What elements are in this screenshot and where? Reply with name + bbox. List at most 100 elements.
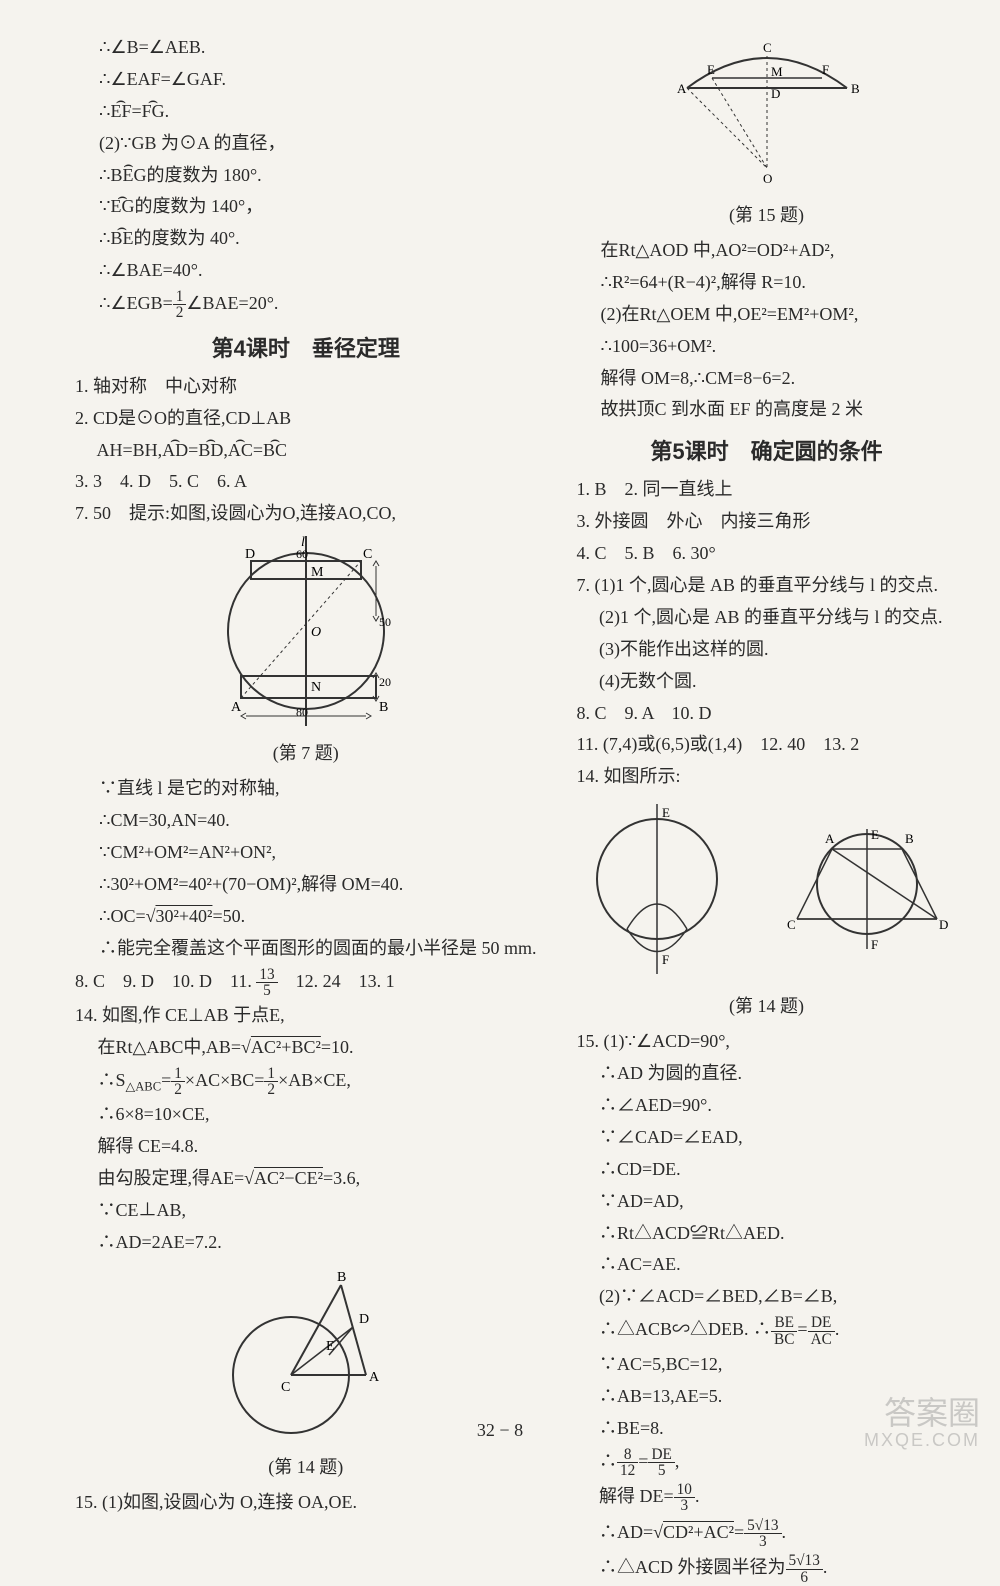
text-line: ∴能完全覆盖这个平面图形的圆面的最小半径是 50 mm. <box>75 935 537 963</box>
text-line: ∴AC=AE. <box>577 1251 957 1279</box>
svg-text:E: E <box>707 62 715 77</box>
text-line: ∴∠AED=90°. <box>577 1092 957 1120</box>
text-line: ∴CD=DE. <box>577 1156 957 1184</box>
text-line: ∴R²=64+(R−4)²,解得 R=10. <box>577 269 957 297</box>
text-line: 2. CD是⊙O的直径,CD⊥AB <box>75 405 537 433</box>
text-line: 解得 CE=4.8. <box>75 1133 537 1161</box>
s5-block-a: 1. B 2. 同一直线上 3. 外接圆 外心 内接三角形 4. C 5. B … <box>577 476 957 791</box>
text-line: ∴EF=FG. <box>75 98 537 126</box>
left-column: ∴∠B=∠AEB. ∴∠EAF=∠GAF. ∴EF=FG. (2)∵GB 为⊙A… <box>60 30 552 1370</box>
text-line: ∴AD 为圆的直径. <box>577 1060 957 1088</box>
svg-text:C: C <box>787 917 796 932</box>
figure-q15: A E C M D F B O <box>577 38 957 193</box>
text-line: ∴OC=√30²+40²=50. <box>75 903 537 931</box>
text-line: ∴AD=2AE=7.2. <box>75 1229 537 1257</box>
text-line: ∴30²+OM²=40²+(70−OM)²,解得 OM=40. <box>75 871 537 899</box>
s4-block-c: 8. C 9. D 10. D 11. 135 12. 24 13. 1 14.… <box>75 967 537 1257</box>
text-line: 8. C 9. A 10. D <box>577 700 957 728</box>
text-line: 1. 轴对称 中心对称 <box>75 373 537 401</box>
text-line: 故拱顶C 到水面 EF 的高度是 2 米 <box>577 396 957 424</box>
svg-text:80: 80 <box>296 705 308 719</box>
svg-text:B: B <box>379 700 388 715</box>
svg-text:M: M <box>311 565 324 580</box>
q7-svg: D C M O N A B l 60 50 20 80 <box>201 536 411 726</box>
svg-text:F: F <box>822 62 829 77</box>
text-line: (2)在Rt△OEM 中,OE²=EM²+OM², <box>577 301 957 329</box>
text-line: ∵AC=5,BC=12, <box>577 1351 957 1379</box>
page-columns: ∴∠B=∠AEB. ∴∠EAF=∠GAF. ∴EF=FG. (2)∵GB 为⊙A… <box>60 30 940 1370</box>
text-line: (2)1 个,圆心是 AB 的垂直平分线与 l 的交点. <box>577 604 957 632</box>
text-line: 11. (7,4)或(6,5)或(1,4) 12. 40 13. 2 <box>577 731 957 759</box>
text-line: 在Rt△ABC中,AB=√AC²+BC²=10. <box>75 1034 537 1062</box>
text-line: ∵∠CAD=∠EAD, <box>577 1124 957 1152</box>
text-line: ∴6×8=10×CE, <box>75 1101 537 1129</box>
svg-text:D: D <box>245 547 255 562</box>
section4-title: 第4课时 垂径定理 <box>75 331 537 363</box>
svg-text:D: D <box>771 86 780 101</box>
figure-q7: D C M O N A B l 60 50 20 80 <box>75 536 537 731</box>
svg-text:60: 60 <box>296 547 308 561</box>
text-line: 解得 DE=103. <box>577 1482 957 1514</box>
q14l-svg: B D E C A <box>211 1265 401 1440</box>
watermark-top: 答案圈 <box>864 1396 980 1431</box>
q15-caption: (第 15 题) <box>577 201 957 227</box>
s4-block-b: ∵直线 l 是它的对称轴, ∴CM=30,AN=40. ∵CM²+OM²=AN²… <box>75 775 537 962</box>
svg-text:E: E <box>662 805 670 820</box>
q14r-svg: E F A B C D E F <box>577 799 957 979</box>
watermark: 答案圈 MXQE.COM <box>864 1396 980 1451</box>
text-line: 14. 如图,作 CE⊥AB 于点E, <box>75 1002 537 1030</box>
text-line: ∴△ACB∽△DEB. ∴BEBC=DEAC. <box>577 1315 957 1347</box>
figure-q14-right: E F A B C D E F <box>577 799 957 984</box>
text-line: ∵直线 l 是它的对称轴, <box>75 775 537 803</box>
svg-text:C: C <box>281 1380 290 1395</box>
s5-block-b: 15. (1)∵∠ACD=90°, ∴AD 为圆的直径. ∴∠AED=90°. … <box>577 1028 957 1585</box>
svg-text:D: D <box>939 917 948 932</box>
figure-q14-left: B D E C A <box>75 1265 537 1445</box>
watermark-bottom: MXQE.COM <box>864 1431 980 1451</box>
text-line: ∴△ACD 外接圆半径为5√136. <box>577 1553 957 1585</box>
svg-text:A: A <box>231 700 242 715</box>
text-line: ∴812=DE5, <box>577 1447 957 1479</box>
text-line: 解得 OM=8,∴CM=8−6=2. <box>577 365 957 393</box>
section5-title: 第5课时 确定圆的条件 <box>577 434 957 466</box>
text-line: 在Rt△AOD 中,AO²=OD²+AD², <box>577 237 957 265</box>
text-line: ∴CM=30,AN=40. <box>75 807 537 835</box>
text-line: ∵CE⊥AB, <box>75 1197 537 1225</box>
svg-text:A: A <box>825 831 835 846</box>
svg-text:E: E <box>871 827 879 842</box>
svg-text:A: A <box>369 1370 380 1385</box>
q14r-caption: (第 14 题) <box>577 992 957 1018</box>
svg-text:O: O <box>763 171 772 186</box>
svg-text:E: E <box>326 1339 335 1354</box>
text-line: 1. B 2. 同一直线上 <box>577 476 957 504</box>
text-line: ∴S△ABC=12×AC×BC=12×AB×CE, <box>75 1066 537 1098</box>
text-line: ∴100=36+OM². <box>577 333 957 361</box>
svg-text:50: 50 <box>379 615 391 629</box>
q7-caption: (第 7 题) <box>75 739 537 765</box>
text-line: ∴BE的度数为 40°. <box>75 225 537 253</box>
text-line: ∵CM²+OM²=AN²+ON², <box>75 839 537 867</box>
text-line: (2)∵∠ACD=∠BED,∠B=∠B, <box>577 1283 957 1311</box>
svg-text:M: M <box>771 64 783 79</box>
text-line: 7. (1)1 个,圆心是 AB 的垂直平分线与 l 的交点. <box>577 572 957 600</box>
text-line: ∴BEG的度数为 180°. <box>75 162 537 190</box>
s4-block-a: 1. 轴对称 中心对称 2. CD是⊙O的直径,CD⊥AB AH=BH,AD=B… <box>75 373 537 528</box>
svg-text:N: N <box>311 680 321 695</box>
text-line: (3)不能作出这样的圆. <box>577 636 957 664</box>
text-line: ∴AD=√CD²+AC²=5√133. <box>577 1518 957 1550</box>
q14l-caption: (第 14 题) <box>75 1453 537 1479</box>
r-block-a: 在Rt△AOD 中,AO²=OD²+AD², ∴R²=64+(R−4)²,解得 … <box>577 237 957 424</box>
svg-text:F: F <box>662 952 669 967</box>
text-line: ∴∠EGB=12∠BAE=20°. <box>75 289 537 321</box>
text-line: 8. C 9. D 10. D 11. 135 12. 24 13. 1 <box>75 967 537 999</box>
text-line: 由勾股定理,得AE=√AC²−CE²=3.6, <box>75 1165 537 1193</box>
text-line: ∵AD=AD, <box>577 1188 957 1216</box>
text-line: 3. 外接圆 外心 内接三角形 <box>577 508 957 536</box>
text-line: ∴Rt△ACD≌Rt△AED. <box>577 1220 957 1248</box>
text-line: 7. 50 提示:如图,设圆心为O,连接AO,CO, <box>75 500 537 528</box>
svg-text:B: B <box>905 831 914 846</box>
text-line: 3. 3 4. D 5. C 6. A <box>75 468 537 496</box>
svg-text:F: F <box>871 937 878 952</box>
text-line: 4. C 5. B 6. 30° <box>577 540 957 568</box>
text-line: 15. (1)如图,设圆心为 O,连接 OA,OE. <box>75 1489 537 1517</box>
